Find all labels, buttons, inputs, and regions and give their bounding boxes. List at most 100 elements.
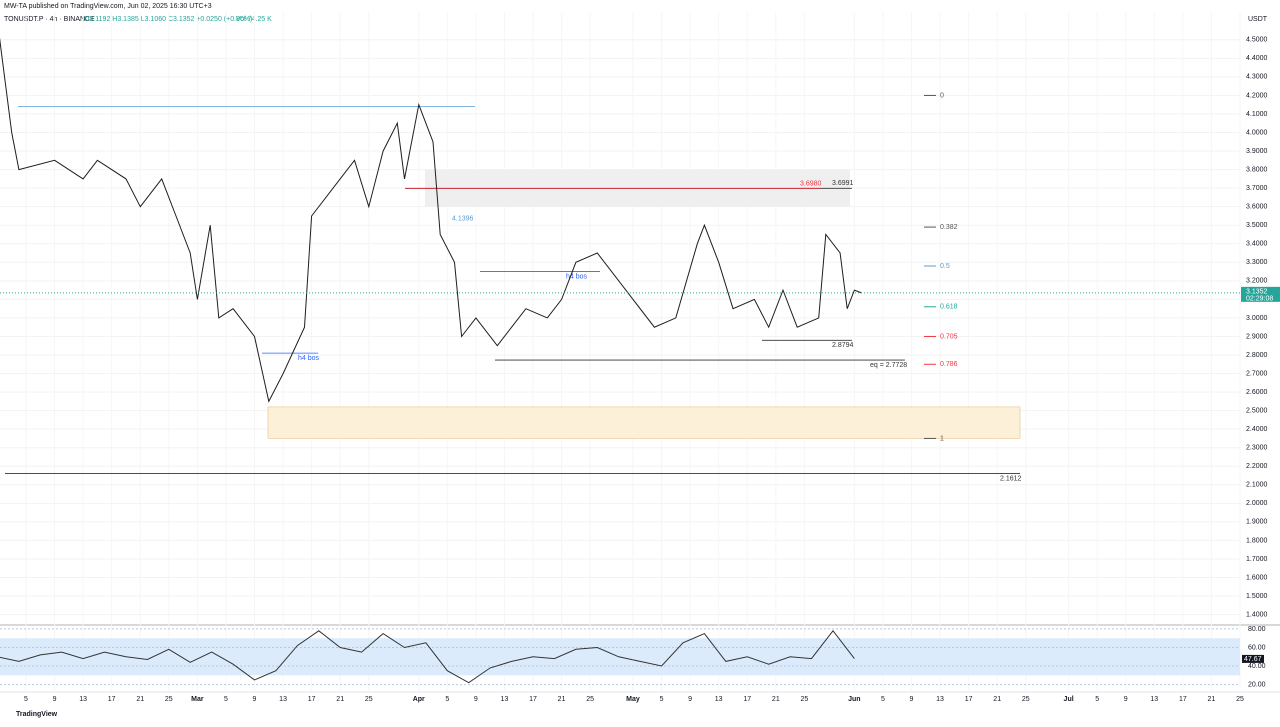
level-label: 3.6980 (800, 180, 822, 187)
y-tick-label: 4.4000 (1246, 55, 1268, 62)
rsi-tick-label: 20.00 (1248, 681, 1266, 688)
x-tick-label: 5 (224, 696, 228, 703)
rsi-tick-label: 80.00 (1248, 626, 1266, 633)
y-tick-label: 3.6000 (1246, 204, 1268, 211)
x-tick-label: 25 (1236, 696, 1244, 703)
x-tick-label: 5 (24, 696, 28, 703)
x-tick-label: 17 (308, 696, 316, 703)
x-tick-label: 9 (474, 696, 478, 703)
level-label: 3.6991 (832, 180, 854, 187)
y-tick-label: 2.9000 (1246, 333, 1268, 340)
x-tick-label: 17 (743, 696, 751, 703)
x-tick-label: 21 (772, 696, 780, 703)
x-tick-label: 5 (445, 696, 449, 703)
x-tick-label: 5 (881, 696, 885, 703)
x-tick-label: 25 (1022, 696, 1030, 703)
x-tick-label: 13 (79, 696, 87, 703)
y-tick-label: 1.6000 (1246, 574, 1268, 581)
y-tick-label: 3.7000 (1246, 185, 1268, 192)
x-tick-label: 13 (1150, 696, 1158, 703)
rsi-last-tag (1242, 654, 1264, 663)
brand: TradingView (16, 711, 58, 718)
level-label: 2.8794 (832, 342, 854, 349)
countdown: 02:29:08 (1246, 296, 1273, 303)
rsi-line (0, 629, 855, 684)
x-tick-label: 21 (136, 696, 144, 703)
y-tick-label: 2.4000 (1246, 426, 1268, 433)
x-tick-label: 13 (936, 696, 944, 703)
x-tick-label: 9 (688, 696, 692, 703)
fib-label: 0.382 (940, 224, 958, 231)
x-tick-label: 25 (165, 696, 173, 703)
y-tick-label: 3.4000 (1246, 241, 1268, 248)
x-tick-label: 17 (965, 696, 973, 703)
y-tick-label: 3.8000 (1246, 166, 1268, 173)
x-tick-label: Apr (413, 696, 425, 703)
fib-label: 0.618 (940, 304, 958, 311)
zone (267, 406, 1021, 439)
x-tick-label: 21 (336, 696, 344, 703)
rsi-last: 47.67 (1244, 656, 1262, 663)
x-tick-label: 9 (253, 696, 257, 703)
fib-label: 0 (940, 92, 944, 99)
y-tick-label: 4.0000 (1246, 129, 1268, 136)
y-tick-label: 2.6000 (1246, 389, 1268, 396)
x-tick-label: 21 (993, 696, 1001, 703)
x-tick-label: 17 (1179, 696, 1187, 703)
y-tick-label: 4.3000 (1246, 74, 1268, 81)
level-label: 4.1396 (452, 215, 474, 222)
y-tick-label: 1.7000 (1246, 556, 1268, 563)
fib-label: 0.5 (940, 263, 950, 270)
x-tick-label: 25 (365, 696, 373, 703)
price-line (0, 37, 862, 403)
y-tick-label: 1.4000 (1246, 611, 1268, 618)
y-tick-label: 2.7000 (1246, 370, 1268, 377)
x-tick-label: Mar (191, 696, 204, 703)
x-tick-label: 17 (108, 696, 116, 703)
level-label: h4 bos (298, 355, 320, 362)
ohlc: O3.1192 H3.1385 L3.1060 C3.1352 +0.0250 … (84, 16, 252, 23)
y-tick-label: 3.0000 (1246, 315, 1268, 322)
x-tick-label: 25 (800, 696, 808, 703)
y-tick-label: 3.3000 (1246, 259, 1268, 266)
x-tick-label: 13 (279, 696, 287, 703)
level-label: h4 bos (566, 273, 588, 280)
y-tick-label: 1.5000 (1246, 593, 1268, 600)
x-tick-label: 5 (660, 696, 664, 703)
y-tick-label: 1.8000 (1246, 537, 1268, 544)
y-tick-label: 4.2000 (1246, 92, 1268, 99)
x-tick-label: 9 (910, 696, 914, 703)
y-tick-label: 3.9000 (1246, 148, 1268, 155)
level-label: eq = 2.7728 (870, 362, 907, 369)
symbol: TONUSDT.P · 4h · BINANCE (4, 16, 95, 23)
last-price-tag (1241, 286, 1280, 302)
x-tick-label: 9 (53, 696, 57, 703)
y-tick-label: 2.0000 (1246, 500, 1268, 507)
y-tick-label: 2.3000 (1246, 445, 1268, 452)
y-tick-label: 3.2000 (1246, 278, 1268, 285)
fib-label: 0.705 (940, 333, 958, 340)
level-label: 2.1612 (1000, 475, 1022, 482)
x-tick-label: 9 (1124, 696, 1128, 703)
x-tick-label: 21 (558, 696, 566, 703)
x-tick-label: 13 (501, 696, 509, 703)
rsi-tick-label: 40.00 (1248, 663, 1266, 670)
x-tick-label: May (626, 696, 640, 703)
x-tick-label: 25 (586, 696, 594, 703)
y-tick-label: 4.1000 (1246, 111, 1268, 118)
x-tick-label: 13 (715, 696, 723, 703)
y-tick-label: 2.1000 (1246, 482, 1268, 489)
x-tick-label: 21 (1208, 696, 1216, 703)
y-tick-label: 4.5000 (1246, 37, 1268, 44)
y-tick-label: 2.5000 (1246, 407, 1268, 414)
rsi-tick-label: 60.00 (1248, 644, 1266, 651)
currency: USDT (1248, 16, 1268, 23)
y-tick-label: 1.9000 (1246, 519, 1268, 526)
author: MW-TA published on TradingView.com, Jun … (4, 3, 212, 10)
x-tick-label: Jul (1064, 696, 1074, 703)
y-tick-label: 3.5000 (1246, 222, 1268, 229)
x-tick-label: 17 (529, 696, 537, 703)
